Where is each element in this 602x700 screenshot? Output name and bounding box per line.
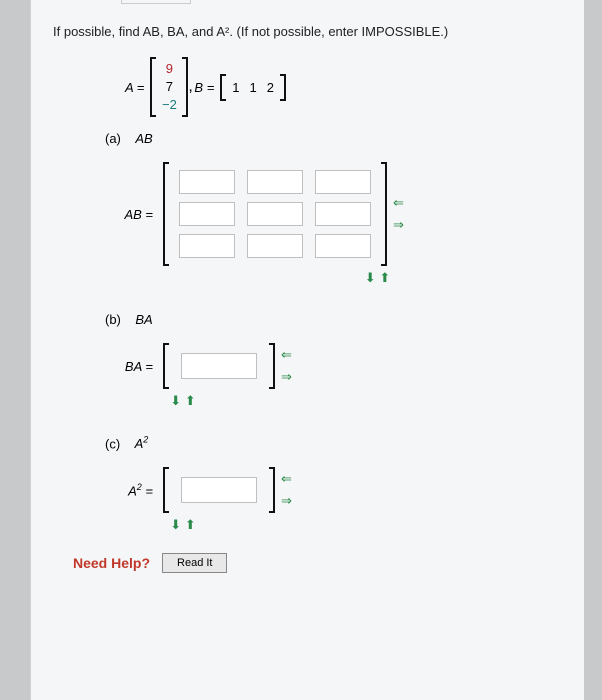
ab-cell[interactable]: [179, 202, 235, 226]
arrow-up-icon[interactable]: ⬆: [379, 270, 390, 285]
right-bracket-icon: [280, 74, 286, 101]
ba-answer-label: BA =: [113, 359, 153, 374]
tab-notch: [121, 0, 191, 4]
ba-cell[interactable]: [181, 353, 257, 379]
part-a-name: AB: [135, 131, 152, 146]
part-b-name: BA: [135, 312, 152, 327]
col-resize-arrows[interactable]: ⇐ ⇒: [281, 471, 292, 509]
arrow-right-icon[interactable]: ⇒: [281, 493, 292, 509]
need-help-row: Need Help? Read It: [73, 553, 562, 573]
arrow-down-icon[interactable]: ⬇: [170, 517, 181, 532]
ab-cell[interactable]: [315, 202, 371, 226]
arrow-right-icon[interactable]: ⇒: [393, 217, 404, 233]
row-resize-arrows[interactable]: ⬇ ⬆: [113, 517, 253, 533]
arrow-down-icon[interactable]: ⬇: [170, 393, 181, 408]
part-c-label: (c) A2: [105, 435, 562, 451]
b-equals-label: B =: [194, 80, 214, 95]
part-c: (c) A2 A2 = ⇐ ⇒ ⬇ ⬆: [53, 435, 562, 533]
need-help-label: Need Help?: [73, 555, 150, 571]
question-prompt: If possible, find AB, BA, and A². (If no…: [53, 24, 562, 39]
right-bracket-icon: [381, 162, 387, 266]
part-c-name: A2: [135, 436, 149, 451]
a2-answer-label: A2 =: [113, 482, 153, 498]
question-panel: If possible, find AB, BA, and A². (If no…: [30, 0, 584, 700]
right-bracket-icon: [269, 343, 275, 389]
right-bracket-icon: [269, 467, 275, 513]
a2-answer-matrix: [163, 467, 275, 513]
part-c-tag: (c): [105, 436, 120, 451]
arrow-up-icon[interactable]: ⬆: [185, 393, 196, 408]
arrow-up-icon[interactable]: ⬆: [185, 517, 196, 532]
ab-cell[interactable]: [247, 202, 303, 226]
arrow-left-icon[interactable]: ⇐: [393, 195, 404, 211]
ba-answer-matrix: [163, 343, 275, 389]
arrow-left-icon[interactable]: ⇐: [281, 471, 292, 487]
matrix-a: 9 7 −2: [150, 57, 188, 117]
ab-cell[interactable]: [247, 234, 303, 258]
part-a: (a) AB AB =: [53, 131, 562, 286]
a-equals-label: A =: [125, 80, 144, 95]
ab-answer-label: AB =: [113, 207, 153, 222]
part-b: (b) BA BA = ⇐ ⇒ ⬇ ⬆: [53, 312, 562, 409]
ab-cell[interactable]: [315, 170, 371, 194]
row-resize-arrows[interactable]: ⬇ ⬆: [193, 270, 562, 286]
matrix-a-entry: −2: [160, 96, 178, 114]
row-resize-arrows[interactable]: ⬇ ⬆: [113, 393, 253, 409]
ab-cell[interactable]: [179, 170, 235, 194]
a2-cell[interactable]: [181, 477, 257, 503]
matrix-a-entry: 9: [160, 60, 178, 78]
arrow-down-icon[interactable]: ⬇: [365, 270, 376, 285]
matrix-b-entry: 1: [232, 80, 239, 95]
col-resize-arrows[interactable]: ⇐ ⇒: [393, 195, 404, 233]
read-it-button[interactable]: Read It: [162, 553, 227, 573]
ab-answer-matrix: [163, 162, 387, 266]
matrix-definitions: A = 9 7 −2 , B = 1 1 2: [125, 57, 562, 117]
ab-cell[interactable]: [315, 234, 371, 258]
col-resize-arrows[interactable]: ⇐ ⇒: [281, 347, 292, 385]
arrow-left-icon[interactable]: ⇐: [281, 347, 292, 363]
matrix-b-entry: 2: [267, 80, 274, 95]
arrow-right-icon[interactable]: ⇒: [281, 369, 292, 385]
matrix-b: 1 1 2: [220, 74, 286, 101]
matrix-a-entry: 7: [160, 78, 178, 96]
part-b-tag: (b): [105, 312, 121, 327]
ab-cell[interactable]: [179, 234, 235, 258]
part-b-label: (b) BA: [105, 312, 562, 327]
part-a-label: (a) AB: [105, 131, 562, 146]
matrix-b-entry: 1: [250, 80, 257, 95]
ab-cell[interactable]: [247, 170, 303, 194]
part-a-tag: (a): [105, 131, 121, 146]
